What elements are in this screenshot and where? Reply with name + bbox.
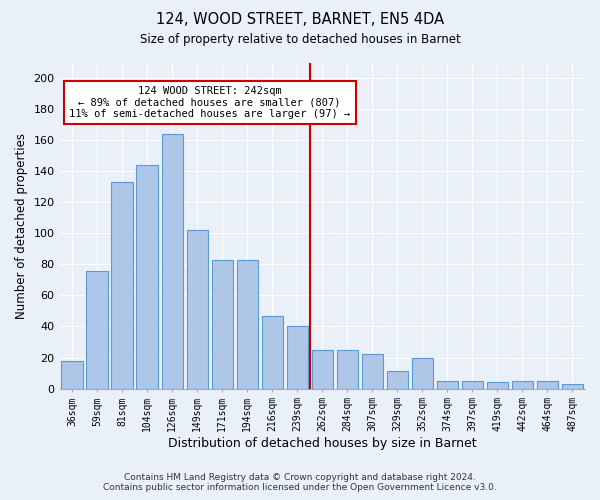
Bar	[86, 270, 108, 388]
Bar	[112, 182, 133, 388]
Bar	[437, 381, 458, 388]
Bar	[61, 360, 83, 388]
X-axis label: Distribution of detached houses by size in Barnet: Distribution of detached houses by size …	[168, 437, 476, 450]
Bar	[161, 134, 183, 388]
Text: 124 WOOD STREET: 242sqm
← 89% of detached houses are smaller (807)
11% of semi-d: 124 WOOD STREET: 242sqm ← 89% of detache…	[69, 86, 350, 119]
Bar	[337, 350, 358, 389]
Y-axis label: Number of detached properties: Number of detached properties	[15, 132, 28, 318]
Bar	[262, 316, 283, 388]
Text: Contains HM Land Registry data © Crown copyright and database right 2024.
Contai: Contains HM Land Registry data © Crown c…	[103, 473, 497, 492]
Bar	[187, 230, 208, 388]
Bar	[387, 372, 408, 388]
Bar	[512, 381, 533, 388]
Bar	[487, 382, 508, 388]
Bar	[212, 260, 233, 388]
Bar	[287, 326, 308, 388]
Text: 124, WOOD STREET, BARNET, EN5 4DA: 124, WOOD STREET, BARNET, EN5 4DA	[156, 12, 444, 28]
Bar	[537, 381, 558, 388]
Bar	[136, 165, 158, 388]
Bar	[236, 260, 258, 388]
Bar	[412, 358, 433, 388]
Bar	[462, 381, 483, 388]
Bar	[362, 354, 383, 388]
Text: Size of property relative to detached houses in Barnet: Size of property relative to detached ho…	[140, 32, 460, 46]
Bar	[562, 384, 583, 388]
Bar	[311, 350, 333, 389]
